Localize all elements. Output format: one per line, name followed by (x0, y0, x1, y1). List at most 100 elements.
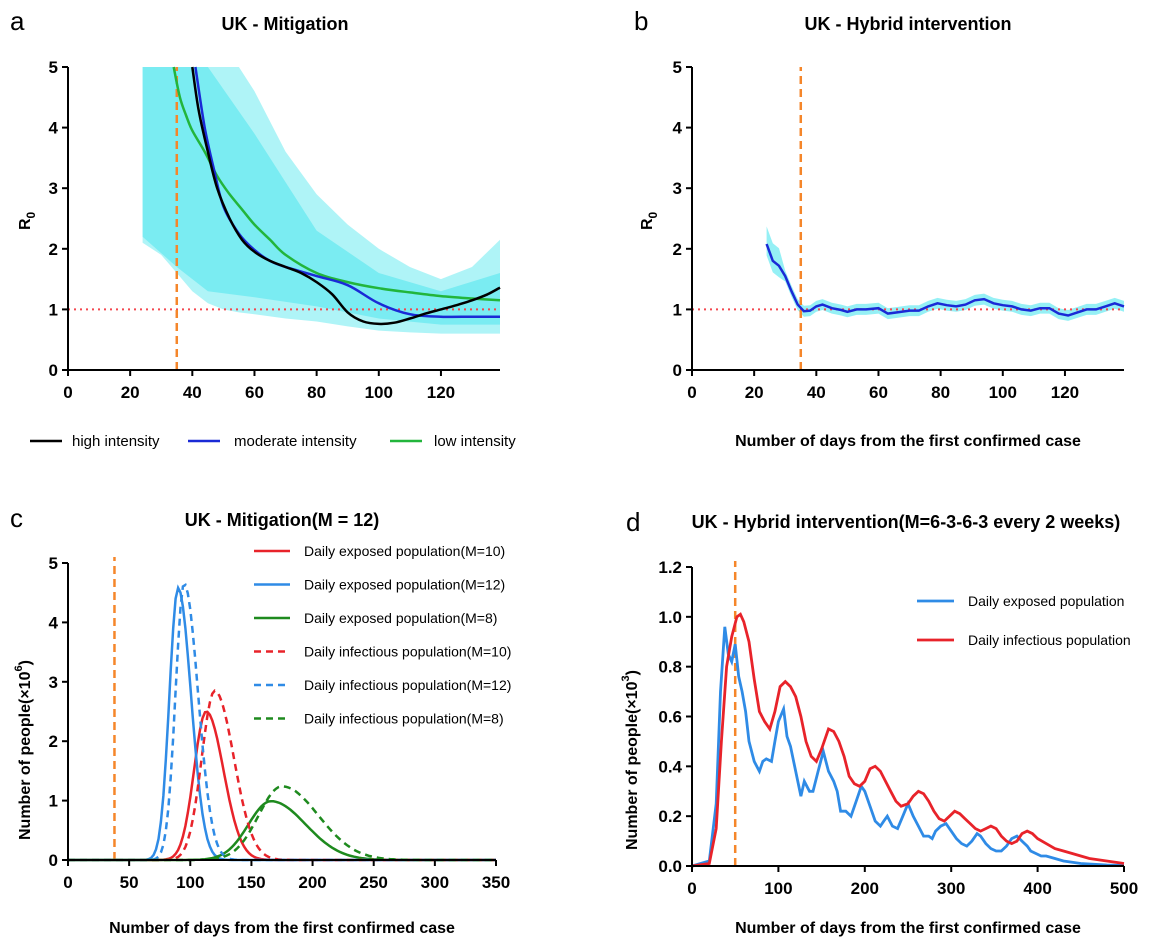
d-x-tick-label: 200 (851, 879, 879, 898)
panel-b-hybrid: b UK - Hybrid intervention R0 0 20 40 60 80 1… (634, 6, 1125, 450)
panel-d-plot-area: 0 100 200 300 400 500 0.0 0.2 0.4 0.6 0.8 1.0 1.2 (658, 558, 1138, 898)
panel-c-title: UK - Mitigation(M = 12) (185, 510, 380, 530)
series-line-exposed (691, 626, 1125, 868)
b-y-tick-label: 4 (673, 119, 683, 138)
c-x-tick-label: 250 (360, 873, 388, 892)
panel-a-title: UK - Mitigation (222, 14, 349, 34)
d-x-tick-label: 300 (937, 879, 965, 898)
panel-c-ylabel: Number of people(×106) (13, 660, 34, 840)
d-y-tick-label: 0.2 (658, 807, 682, 826)
b-x-tick-label: 80 (931, 383, 950, 402)
a-x-tick-label: 40 (183, 383, 202, 402)
b-x-tick-label: 100 (989, 383, 1017, 402)
d-y-tick-label: 1.0 (658, 608, 682, 627)
panel-a-mitigation: a UK - Mitigation R0 0 20 40 60 80 100 120 0 1 2 3… (10, 6, 516, 450)
a-x-tick-label: 100 (365, 383, 393, 402)
series-line-r0 (765, 243, 1125, 317)
d-x-tick-label: 0 (687, 879, 696, 898)
c-y-tick-label: 0 (49, 851, 58, 870)
d-x-tick-label: 100 (764, 879, 792, 898)
panel-c-mitigation-m12: c UK - Mitigation(M = 12) Number of peop… (10, 503, 511, 937)
panel-d-label: d (626, 507, 640, 537)
legend-label: Daily infectious population(M=10) (304, 644, 511, 660)
c-x-tick-label: 300 (421, 873, 449, 892)
a-y-tick-label: 1 (49, 300, 58, 319)
panel-c-xlabel: Number of days from the first confirmed … (109, 920, 455, 937)
legend-label: Daily infectious population(M=12) (304, 677, 511, 693)
panel-d-title: UK - Hybrid intervention(M=6-3-6-3 every… (692, 512, 1121, 532)
series-line-low (172, 66, 501, 302)
c-y-tick-label: 4 (49, 613, 59, 632)
legend-label: Daily infectious population (968, 632, 1131, 648)
series-line-infectious (691, 612, 1125, 868)
b-x-tick-label: 20 (745, 383, 764, 402)
panel-a-legend: high intensity moderate intensity low in… (30, 433, 516, 450)
legend-label: Daily exposed population(M=10) (304, 543, 505, 559)
confidence-band (766, 226, 1124, 321)
a-y-tick-label: 2 (49, 240, 58, 259)
d-y-tick-label: 0.0 (658, 857, 682, 876)
legend-label: Daily exposed population (968, 593, 1124, 609)
c-x-tick-label: 350 (482, 873, 510, 892)
panel-c-legend: Daily exposed population(M=10) Daily expo… (254, 543, 511, 727)
a-x-tick-label: 20 (121, 383, 140, 402)
b-y-tick-label: 5 (673, 58, 682, 77)
panel-b-ylabel: R0 (639, 211, 660, 230)
c-y-tick-label: 3 (49, 673, 58, 692)
d-y-tick-label: 1.2 (658, 558, 682, 577)
c-y-tick-label: 2 (49, 732, 58, 751)
panel-d-xlabel: Number of days from the first confirmed … (735, 920, 1081, 937)
panel-d-hybrid-m6363: d UK - Hybrid intervention(M=6-3-6-3 eve… (620, 507, 1138, 937)
d-y-tick-label: 0.6 (658, 708, 682, 727)
series-line-5 (68, 785, 496, 862)
d-y-tick-label: 0.4 (658, 757, 682, 776)
panel-b-title: UK - Hybrid intervention (804, 14, 1011, 34)
panel-b-xlabel: Number of days from the first confirmed … (735, 433, 1081, 450)
d-x-tick-label: 400 (1023, 879, 1051, 898)
legend-label-moderate: moderate intensity (234, 433, 357, 450)
panel-a-ylabel: R0 (17, 211, 38, 230)
series-line-2 (68, 799, 496, 862)
legend-label: Daily infectious population(M=8) (304, 711, 504, 727)
c-x-tick-label: 150 (237, 873, 265, 892)
legend-label-low: low intensity (434, 433, 516, 450)
panel-d-ylabel: Number of people(×103) (620, 670, 641, 850)
series-line-0 (68, 710, 496, 862)
c-x-tick-label: 200 (298, 873, 326, 892)
c-y-tick-label: 1 (49, 792, 58, 811)
b-y-tick-label: 1 (673, 300, 682, 319)
panel-c-label: c (10, 503, 23, 533)
a-x-tick-label: 60 (245, 383, 264, 402)
a-y-tick-label: 5 (49, 58, 58, 77)
panel-b-plot-area: 0 20 40 60 80 100 120 0 1 2 3 4 5 (673, 58, 1125, 402)
d-x-tick-label: 500 (1110, 879, 1138, 898)
legend-label-high: high intensity (72, 433, 160, 450)
series-line-high (191, 66, 501, 326)
c-x-tick-label: 50 (120, 873, 139, 892)
b-x-tick-label: 40 (807, 383, 826, 402)
b-x-tick-label: 120 (1051, 383, 1079, 402)
panel-b-label: b (634, 6, 648, 36)
panel-c-plot-area: 0 50 100 150 200 250 300 350 0 1 2 3 4 5 (49, 554, 511, 892)
panel-a-plot-area: 0 20 40 60 80 100 120 0 1 2 3 4 5 (49, 58, 501, 402)
panel-a-label: a (10, 6, 25, 36)
b-y-tick-label: 3 (673, 179, 682, 198)
b-x-tick-label: 60 (869, 383, 888, 402)
a-x-tick-label: 0 (63, 383, 72, 402)
c-x-tick-label: 100 (176, 873, 204, 892)
d-y-tick-label: 0.8 (658, 658, 682, 677)
a-x-tick-label: 80 (307, 383, 326, 402)
c-x-tick-label: 0 (63, 873, 72, 892)
panel-d-legend: Daily exposed population Daily infectious… (917, 593, 1131, 648)
a-y-tick-label: 0 (49, 361, 58, 380)
a-y-tick-label: 4 (49, 119, 59, 138)
confidence-band (142, 67, 500, 325)
b-y-tick-label: 2 (673, 240, 682, 259)
b-y-tick-label: 0 (673, 361, 682, 380)
a-y-tick-label: 3 (49, 179, 58, 198)
c-y-tick-label: 5 (49, 554, 58, 573)
legend-label: Daily exposed population(M=8) (304, 610, 497, 626)
legend-label: Daily exposed population(M=12) (304, 577, 505, 593)
b-x-tick-label: 0 (687, 383, 696, 402)
